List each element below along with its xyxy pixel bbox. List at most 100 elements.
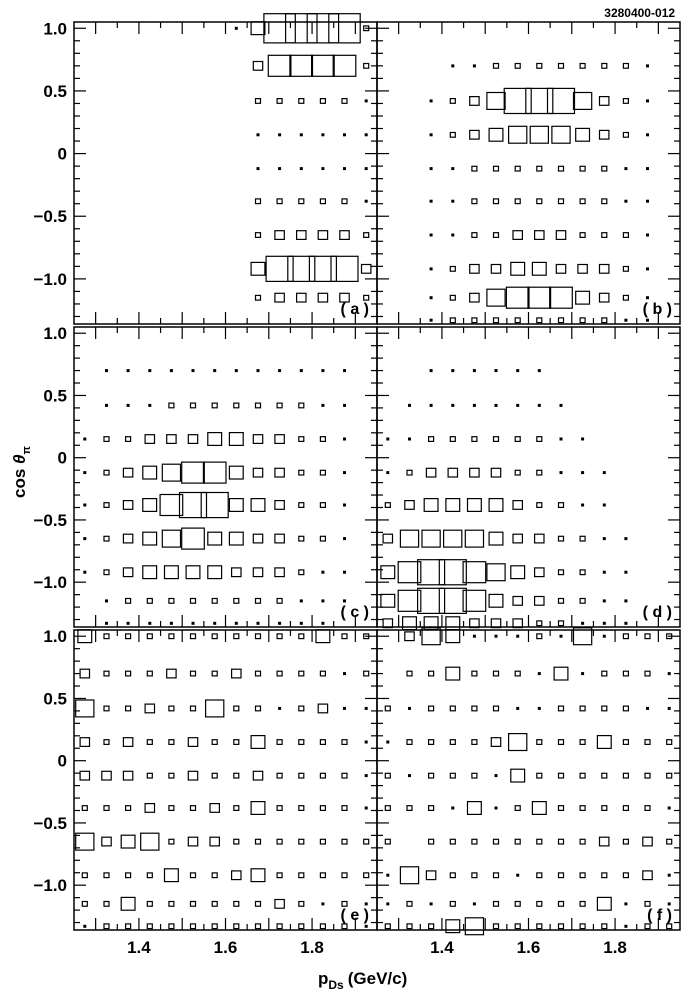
bin-box (646, 233, 649, 237)
bin-box (469, 263, 480, 274)
bin-box (596, 896, 612, 911)
bin-box (494, 806, 498, 810)
bin-box (364, 167, 368, 171)
bin-box (488, 593, 504, 608)
x-tick-labels: 1.4 1.6 1.8 1.4 1.6 1.8 (127, 938, 627, 957)
bin-box (299, 133, 303, 137)
bin-box (308, 255, 337, 282)
y-axis-label-theta: θ (10, 454, 29, 464)
bin-box (646, 133, 649, 137)
bin-box (103, 805, 110, 812)
bin-box (536, 436, 543, 443)
bin-box (254, 838, 262, 845)
bin-box (601, 772, 608, 779)
bin-box (514, 900, 521, 907)
bin-box (274, 533, 285, 544)
bin-box (122, 770, 134, 781)
bin-box (445, 498, 461, 513)
bin-box (233, 838, 240, 845)
bin-box (341, 633, 348, 640)
bin-box (644, 805, 651, 812)
bin-box (579, 838, 586, 845)
bin-box (429, 267, 433, 271)
x-tick-label: 1.4 (430, 938, 454, 957)
bin-box (252, 434, 264, 445)
bin-box (146, 633, 153, 640)
bin-box (311, 54, 335, 77)
bin-box (161, 463, 182, 482)
bin-box (341, 805, 348, 812)
y-tick-label: −1.0 (33, 270, 67, 289)
bin-box (317, 292, 329, 303)
y-tick-label: 1.0 (43, 627, 67, 646)
bin-box (274, 898, 285, 909)
bin-box (512, 230, 523, 240)
bin-box (105, 599, 108, 603)
bin-box (666, 923, 673, 930)
bin-box (75, 699, 95, 718)
bin-box (601, 232, 608, 238)
y-tick-labels: 1.0 0.5 0 −0.5 −1.0 1.0 0.5 0 −0.5 −1.0 1.0 0.5 0 −0.… (33, 19, 67, 895)
bin-box (343, 672, 346, 676)
bin-box (209, 802, 220, 813)
bin-box (536, 469, 543, 476)
bin-box (79, 737, 91, 748)
bin-box (386, 471, 390, 475)
bin-box (298, 569, 305, 576)
bin-box (319, 535, 326, 542)
bin-box (622, 739, 630, 746)
bin-box (343, 403, 346, 407)
bin-box (321, 570, 325, 574)
bin-box (146, 739, 153, 746)
bin-box (536, 198, 543, 205)
bin-box (103, 739, 110, 746)
panel-c: ( c ) (73, 326, 378, 628)
bin-box (103, 569, 110, 576)
bin-box (205, 699, 225, 718)
bin-box (298, 502, 305, 509)
bin-box (187, 737, 199, 748)
bin-box (319, 872, 326, 879)
bin-box (101, 770, 112, 781)
bin-box (276, 670, 283, 677)
bin-box (624, 537, 628, 541)
bin-box (438, 587, 467, 614)
bin-box (256, 167, 260, 171)
bin-box (267, 54, 292, 77)
bin-box (579, 165, 586, 172)
bin-box (601, 62, 608, 69)
bin-box (429, 369, 433, 373)
bin-box (667, 672, 671, 676)
bin-box (471, 317, 478, 324)
bin-box (254, 923, 262, 930)
bin-box (319, 670, 326, 677)
bin-box (492, 317, 500, 324)
bin-box (622, 97, 630, 104)
bin-box (646, 167, 649, 171)
bin-box (83, 471, 87, 475)
bin-box (189, 923, 197, 930)
bin-box (536, 502, 543, 509)
bin-box (79, 668, 91, 679)
bin-box (103, 705, 110, 712)
bin-box (581, 621, 585, 625)
bin-box (256, 133, 260, 137)
bin-box (406, 739, 413, 746)
bin-box (83, 537, 87, 541)
bin-box (425, 870, 437, 881)
bin-box (557, 317, 565, 324)
panel-frame (376, 21, 681, 325)
bin-box (644, 900, 651, 907)
bin-box (557, 900, 565, 907)
bin-box (397, 561, 422, 584)
bin-box (148, 403, 152, 407)
bin-box (492, 232, 500, 238)
bin-box (380, 593, 396, 608)
bin-box (471, 872, 478, 879)
bin-box (666, 739, 673, 746)
bin-box (601, 317, 608, 324)
bin-box (449, 131, 456, 138)
bin-box (516, 369, 520, 373)
bin-box (510, 565, 526, 580)
